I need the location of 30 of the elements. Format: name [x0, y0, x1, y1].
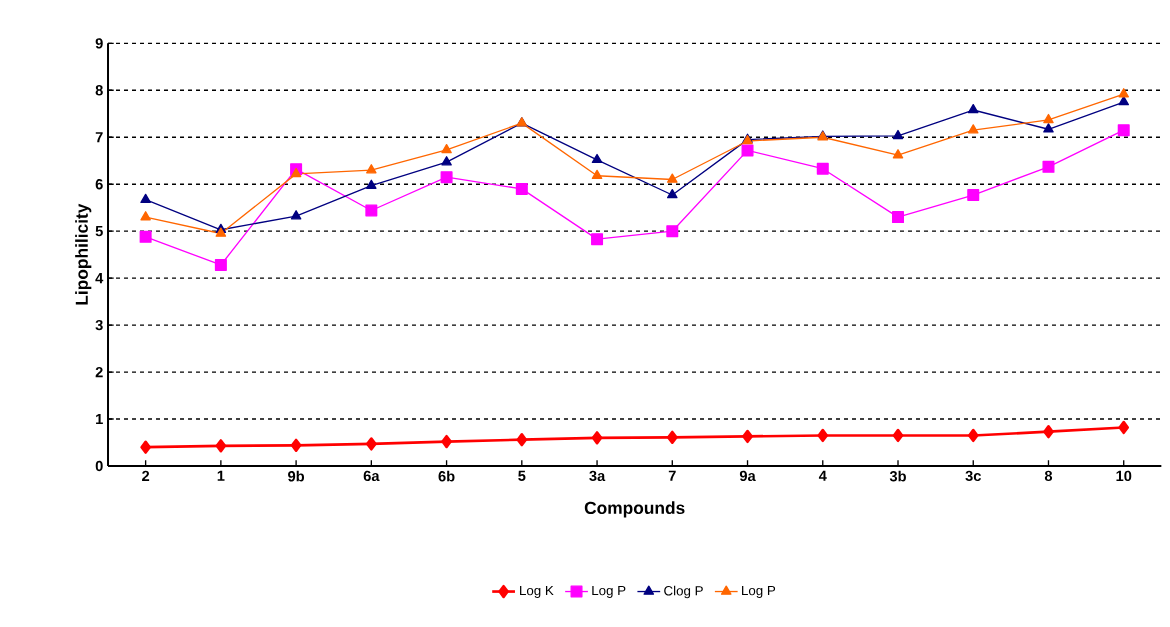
- x-tick-label: 3c: [965, 470, 981, 482]
- y-axis-title: Lipophilicity: [75, 203, 92, 305]
- x-axis-title: Compounds: [584, 501, 685, 518]
- x-tick-label: 6a: [363, 470, 380, 482]
- x-tick-label: 9b: [288, 470, 305, 482]
- y-tick-label: 5: [95, 226, 103, 237]
- y-tick-label: 4: [95, 273, 104, 284]
- legend-label: Clog P: [664, 585, 703, 599]
- x-tick-label: 4: [818, 470, 827, 481]
- x-tick-label: 3b: [889, 470, 906, 482]
- y-tick-label: 9: [95, 38, 103, 49]
- legend-label: Log P: [742, 585, 776, 598]
- x-tick-label: 5: [518, 470, 526, 481]
- legend-label: Log P: [592, 585, 626, 598]
- x-tick-label: 1: [217, 470, 225, 481]
- x-tick-label: 2: [142, 470, 150, 481]
- x-tick-label: 9a: [739, 470, 756, 482]
- x-tick-label: 7: [668, 470, 676, 481]
- y-tick-label: 1: [96, 413, 103, 425]
- y-tick-label: 7: [95, 132, 103, 143]
- x-tick-label: 6b: [438, 470, 455, 482]
- y-tick-label: 3: [95, 319, 103, 331]
- y-tick-label: 0: [95, 460, 103, 472]
- y-tick-label: 8: [95, 85, 103, 96]
- legend-label: Log K: [520, 585, 554, 598]
- y-tick-label: 6: [95, 179, 103, 190]
- y-tick-label: 2: [95, 366, 103, 378]
- x-tick-label: 3a: [589, 470, 606, 482]
- x-tick-label: 8: [1044, 470, 1053, 482]
- x-tick-label: 10: [1116, 470, 1132, 482]
